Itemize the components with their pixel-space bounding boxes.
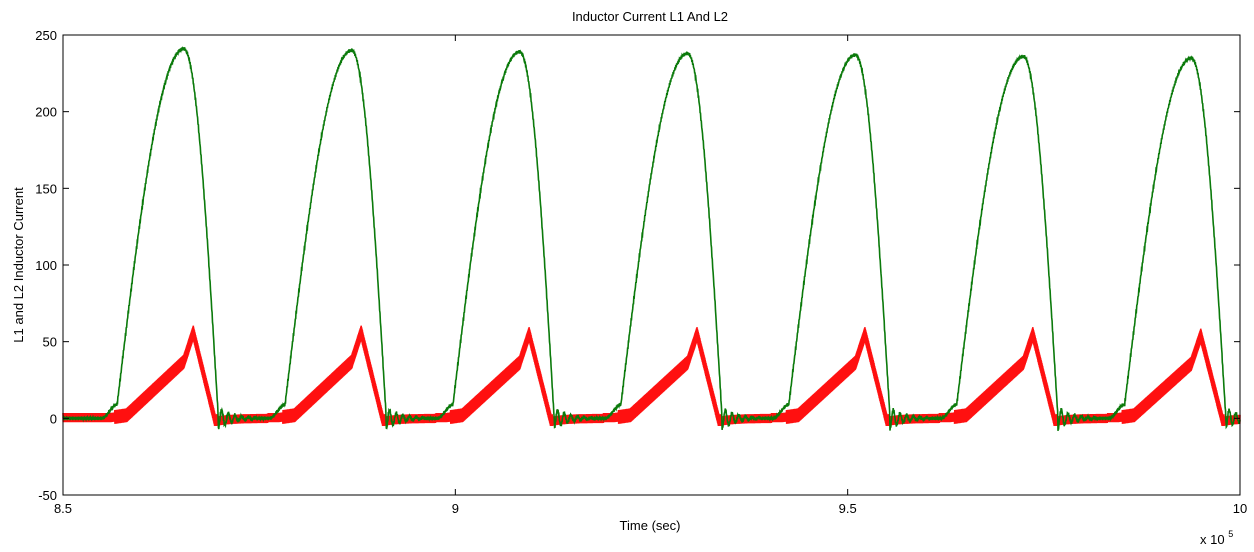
y-tick-label: 250: [35, 28, 57, 43]
x-axis-multiplier-exponent: 5: [1228, 529, 1233, 539]
y-tick-label: 0: [50, 411, 57, 426]
y-tick-label: 50: [43, 335, 57, 350]
x-axis-multiplier-base: x 10: [1200, 532, 1225, 547]
x-tick-label: 9.5: [839, 501, 857, 516]
y-axis-label: L1 and L2 Inductor Current: [11, 187, 26, 343]
x-tick-label: 8.5: [54, 501, 72, 516]
x-tick-label: 9: [452, 501, 459, 516]
y-tick-label: 150: [35, 181, 57, 196]
x-axis-label: Time (sec): [620, 518, 681, 533]
y-tick-label: 200: [35, 105, 57, 120]
y-tick-label: 100: [35, 258, 57, 273]
x-tick-label: 10: [1233, 501, 1247, 516]
chart-title: Inductor Current L1 And L2: [572, 9, 728, 24]
